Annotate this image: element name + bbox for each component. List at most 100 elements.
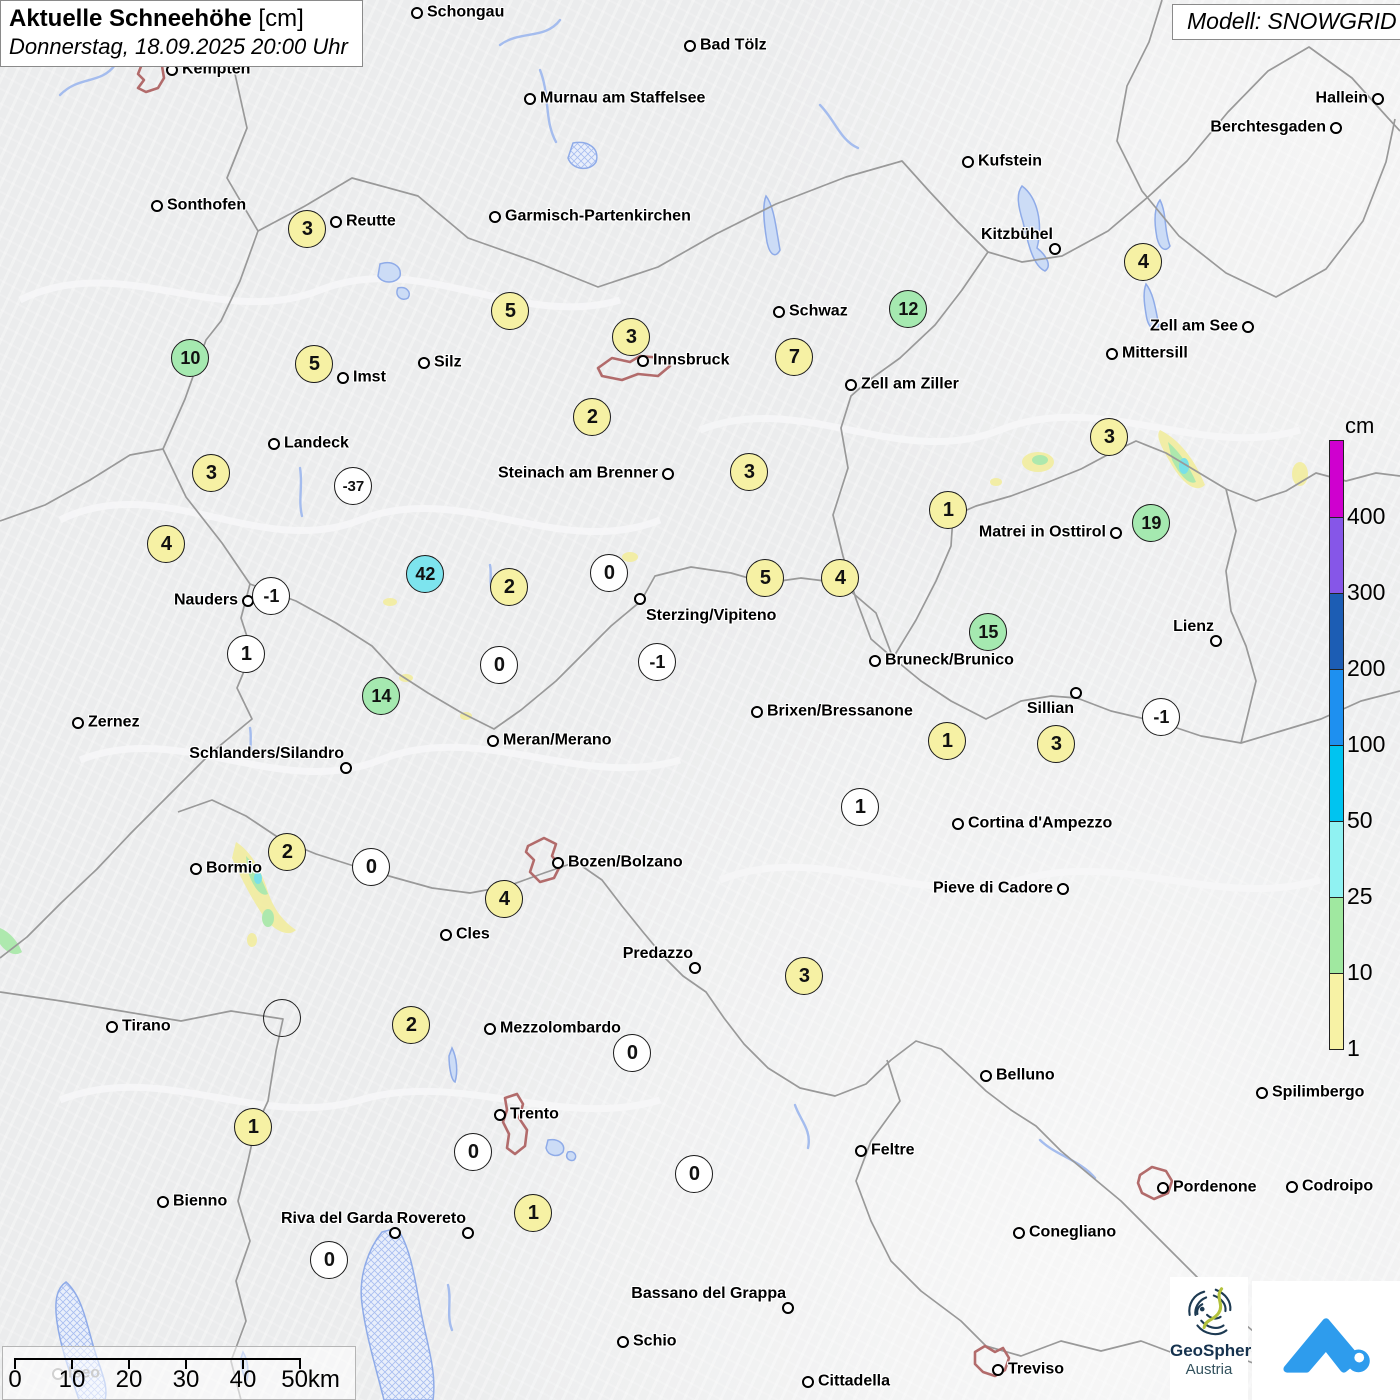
- scale-bar-label: 30: [172, 1366, 200, 1393]
- city-label: Murnau am Staffelsee: [540, 89, 706, 107]
- city-marker: [636, 354, 649, 367]
- scale-bar: 0 10 20 30 40 50km: [2, 1346, 356, 1400]
- city-label: Belluno: [996, 1066, 1055, 1084]
- city-marker: [1012, 1226, 1025, 1239]
- station-value-marker: 5: [491, 292, 530, 331]
- city-marker: [951, 817, 964, 830]
- legend-colorbar: [1329, 440, 1344, 1050]
- city-marker: [388, 1226, 401, 1239]
- city-label: Cles: [456, 925, 490, 943]
- city-marker: [772, 305, 785, 318]
- city-label: Sterzing/Vipiteno: [646, 607, 777, 624]
- station-value-marker: -1: [1142, 698, 1181, 737]
- station-value-marker: 15: [969, 613, 1008, 652]
- legend-tick-label: 300: [1347, 578, 1386, 605]
- city-label: Trento: [510, 1105, 559, 1123]
- station-value-marker: 0: [454, 1133, 493, 1172]
- station-value-marker: 0: [590, 554, 629, 593]
- city-label: Silz: [434, 353, 462, 371]
- legend-tick-label: 100: [1347, 730, 1386, 757]
- station-value-marker: 19: [1132, 504, 1171, 543]
- city-label: Garmisch-Partenkirchen: [505, 207, 691, 225]
- legend-color-segment: [1330, 821, 1343, 897]
- city-marker: [616, 1335, 629, 1348]
- station-value-marker: -37: [334, 467, 373, 506]
- city-marker: [329, 215, 342, 228]
- legend-tick-label: 10: [1347, 958, 1373, 985]
- station-value-marker: 2: [573, 398, 612, 437]
- city-label: Schio: [633, 1332, 677, 1350]
- mountain-logo-icon: [1283, 1317, 1370, 1373]
- snow-patches-layer: [0, 430, 1308, 955]
- scale-bar-label: 50km: [281, 1366, 340, 1393]
- station-value-marker: 14: [362, 677, 401, 716]
- city-label: Spilimbergo: [1272, 1083, 1365, 1101]
- city-marker: [961, 155, 974, 168]
- scale-bar-tick: [71, 1358, 73, 1369]
- city-marker: [336, 371, 349, 384]
- title-heading: Aktuelle Schneehöhe: [9, 5, 252, 32]
- city-marker: [868, 654, 881, 667]
- city-label: Landeck: [284, 434, 349, 452]
- scale-bar-tick: [14, 1358, 16, 1369]
- station-value-marker: 3: [1037, 725, 1076, 764]
- city-marker: [1069, 686, 1082, 699]
- city-label: Riva del Garda: [280, 1210, 393, 1227]
- title-datetime: Donnerstag, 18.09.2025 20:00 Uhr: [9, 34, 348, 59]
- station-value-marker: 1: [227, 635, 266, 674]
- station-value-marker: [263, 999, 302, 1038]
- city-label: Bienno: [173, 1192, 228, 1210]
- city-label: Brixen/Bressanone: [767, 702, 913, 720]
- legend-tick-label: 50: [1347, 806, 1373, 833]
- legend: cm 400 300 200 100 50 25 10 1: [1329, 413, 1385, 1061]
- station-value-marker: 1: [514, 1194, 553, 1233]
- legend-unit-label: cm: [1345, 413, 1375, 438]
- city-marker: [493, 1108, 506, 1121]
- city-marker: [1285, 1180, 1298, 1193]
- city-marker: [461, 1226, 474, 1239]
- terrain-layer: [18, 275, 1322, 1113]
- city-marker: [1255, 1086, 1268, 1099]
- legend-color-segment: [1330, 745, 1343, 821]
- city-marker: [417, 356, 430, 369]
- city-label: Treviso: [1008, 1360, 1065, 1378]
- city-label: Reutte: [346, 212, 396, 230]
- city-label: Berchtesgaden: [1210, 118, 1326, 136]
- city-label: Bormio: [206, 859, 262, 877]
- partner-logo: [1252, 1281, 1400, 1400]
- legend-color-segment: [1330, 441, 1343, 517]
- legend-tick-label: 400: [1347, 502, 1386, 529]
- station-value-marker: 3: [288, 210, 327, 249]
- station-value-marker: 0: [613, 1034, 652, 1073]
- legend-color-segment: [1330, 973, 1343, 1049]
- station-value-marker: 1: [928, 722, 967, 761]
- legend-color-segment: [1330, 593, 1343, 669]
- station-value-marker: 4: [147, 525, 186, 564]
- city-label: Conegliano: [1029, 1223, 1117, 1241]
- title-unit: [cm]: [251, 5, 304, 32]
- station-value-marker: 1: [929, 491, 968, 530]
- city-label: Zell am Ziller: [861, 375, 959, 393]
- station-value-marker: 2: [490, 568, 529, 607]
- scale-bar-tick: [242, 1358, 244, 1369]
- city-marker: [633, 592, 646, 605]
- city-label: Steinach am Brenner: [497, 464, 658, 482]
- geosphere-logo-country: Austria: [1185, 1361, 1233, 1378]
- legend-tick-label: 25: [1347, 882, 1373, 909]
- station-value-marker: 3: [1090, 418, 1129, 457]
- city-label: Predazzo: [622, 945, 693, 962]
- rivers-layer: [58, 6, 1367, 1332]
- legend-color-segment: [1330, 517, 1343, 593]
- city-marker: [1105, 347, 1118, 360]
- city-marker: [156, 1195, 169, 1208]
- city-label: Rovereto: [396, 1210, 466, 1227]
- scale-bar-label: 0: [8, 1366, 22, 1393]
- station-value-marker: 3: [192, 454, 231, 493]
- city-marker: [488, 210, 501, 223]
- city-marker: [439, 928, 452, 941]
- title-box: Aktuelle Schneehöhe [cm] Donnerstag, 18.…: [0, 0, 363, 67]
- station-value-marker: 42: [406, 555, 445, 594]
- lakes-layer: [55, 141, 1171, 1400]
- city-label: Zernez: [88, 713, 140, 731]
- lake-garda: [360, 1227, 435, 1400]
